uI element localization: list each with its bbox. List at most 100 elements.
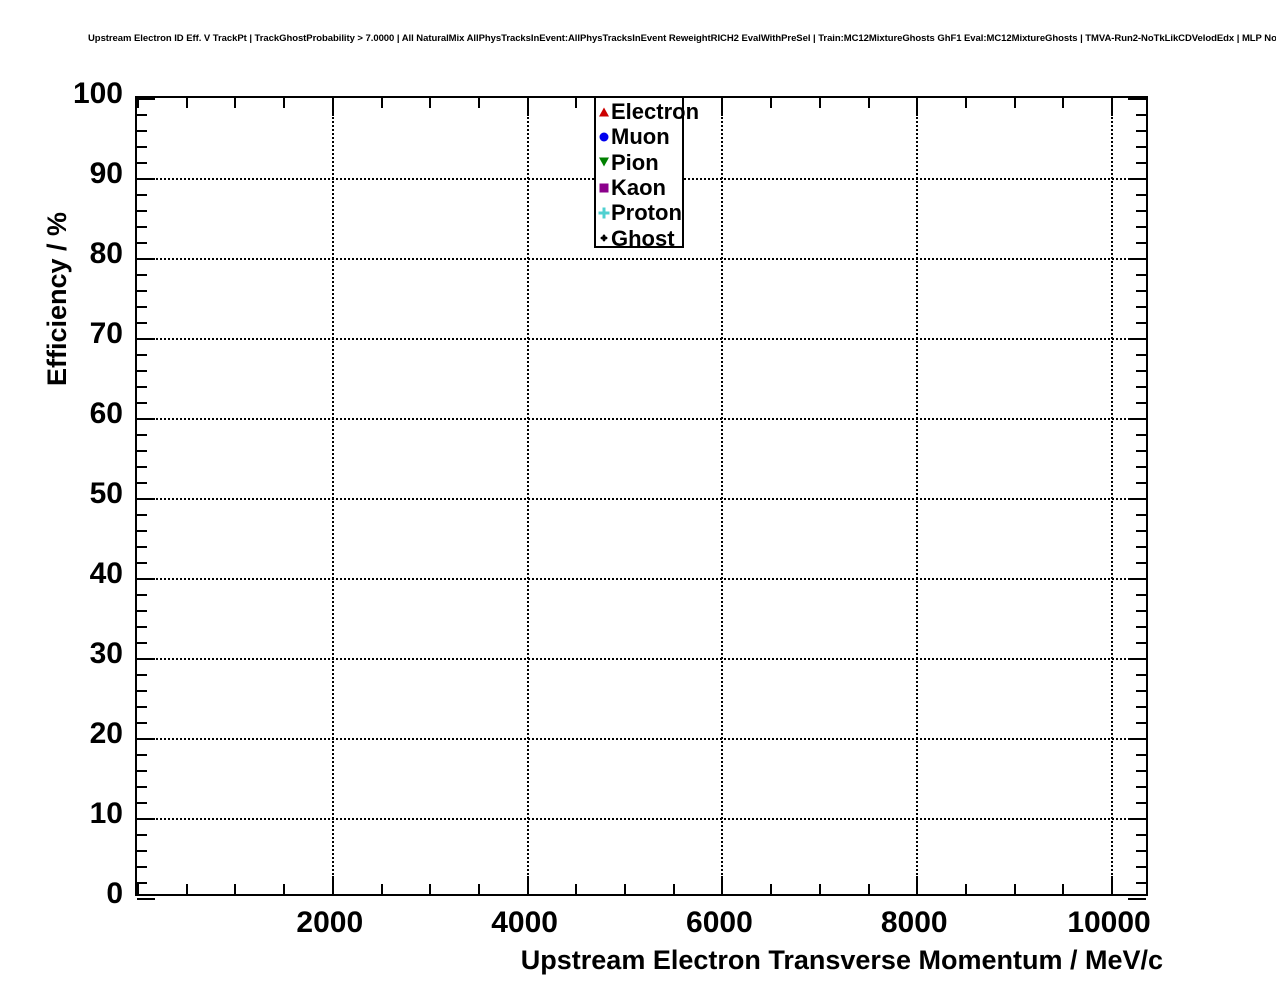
gridline-horizontal bbox=[137, 818, 1146, 820]
y-axis-tick bbox=[1128, 898, 1146, 900]
y-tick-label: 80 bbox=[89, 237, 123, 270]
x-tick-label: 4000 bbox=[491, 906, 558, 939]
x-axis-tick bbox=[721, 876, 724, 894]
y-axis-tick bbox=[1136, 210, 1146, 212]
y-axis-tick bbox=[1136, 370, 1146, 372]
x-axis-tick bbox=[1013, 884, 1016, 894]
y-axis-tick bbox=[1136, 706, 1146, 708]
x-axis-tick bbox=[867, 98, 870, 108]
y-axis-tick bbox=[137, 434, 147, 436]
y-axis-tick bbox=[1128, 658, 1146, 660]
x-axis-tick bbox=[964, 884, 967, 894]
legend[interactable]: Electron Muon Pion Kaon Proton Ghost bbox=[594, 96, 699, 251]
y-axis-tick bbox=[1136, 130, 1146, 132]
y-axis-tick bbox=[1128, 818, 1146, 820]
x-axis-tick bbox=[477, 884, 480, 894]
y-axis-tick bbox=[137, 482, 147, 484]
marker-glyph bbox=[598, 207, 610, 219]
y-axis-tick bbox=[1136, 482, 1146, 484]
legend-item-ghost[interactable]: Ghost bbox=[596, 226, 716, 251]
x-axis-tick bbox=[721, 98, 724, 116]
y-axis-tick bbox=[137, 226, 147, 228]
marker-glyph bbox=[599, 183, 609, 192]
y-axis-tick bbox=[137, 850, 147, 852]
y-axis-title-text: Efficiency / % bbox=[42, 211, 72, 386]
y-axis-tick bbox=[137, 546, 147, 548]
legend-item-pion[interactable]: Pion bbox=[596, 150, 716, 175]
x-axis-tick bbox=[380, 884, 383, 894]
y-axis-tick bbox=[1136, 610, 1146, 612]
y-axis-tick bbox=[1128, 578, 1146, 580]
y-axis-tick bbox=[137, 386, 147, 388]
y-tick-label: 100 bbox=[72, 77, 123, 110]
y-axis-tick bbox=[1136, 834, 1146, 836]
y-axis-tick bbox=[137, 626, 147, 628]
legend-item-electron[interactable]: Electron bbox=[596, 99, 716, 124]
triangle-up-marker-icon bbox=[596, 99, 612, 124]
y-axis-tick bbox=[1128, 258, 1146, 260]
y-axis-tick bbox=[137, 418, 155, 420]
y-axis-tick bbox=[1128, 178, 1146, 180]
x-axis-tick bbox=[429, 884, 432, 894]
y-axis-tick bbox=[137, 178, 155, 180]
y-axis-tick bbox=[137, 370, 147, 372]
y-axis-tick bbox=[1136, 802, 1146, 804]
gridline-vertical bbox=[721, 98, 724, 894]
y-axis-tick bbox=[1136, 514, 1146, 516]
x-axis-tick bbox=[526, 876, 529, 894]
y-axis-tick bbox=[137, 882, 147, 884]
gridline-vertical bbox=[331, 98, 334, 894]
y-axis-tick bbox=[137, 114, 147, 116]
x-axis-tick bbox=[818, 884, 821, 894]
y-axis-tick bbox=[137, 690, 147, 692]
x-axis-tick bbox=[477, 98, 480, 108]
y-axis-tick bbox=[137, 498, 155, 500]
x-axis-tick bbox=[185, 884, 188, 894]
y-tick-label: 0 bbox=[106, 877, 123, 910]
y-axis-tick bbox=[137, 674, 147, 676]
gridline-vertical bbox=[1111, 98, 1114, 894]
x-axis-title: Upstream Electron Transverse Momentum / … bbox=[520, 945, 1163, 975]
x-axis-tick bbox=[283, 884, 286, 894]
y-axis-tick bbox=[137, 802, 147, 804]
x-axis-tick bbox=[137, 98, 139, 108]
y-axis-tick bbox=[137, 594, 147, 596]
y-axis-tick bbox=[137, 898, 155, 900]
y-axis-tick bbox=[137, 530, 147, 532]
plot-title: Upstream Electron ID Eff. V TrackPt | Tr… bbox=[88, 33, 1276, 44]
marker-glyph bbox=[599, 132, 609, 142]
legend-item-proton[interactable]: Proton bbox=[596, 200, 716, 225]
y-axis-tick bbox=[1136, 690, 1146, 692]
y-axis-tick bbox=[137, 290, 147, 292]
y-axis-tick bbox=[137, 642, 147, 644]
y-axis-tick bbox=[137, 338, 155, 340]
y-axis-tick bbox=[1128, 98, 1146, 100]
y-tick-label: 30 bbox=[89, 637, 123, 670]
y-axis-tick bbox=[137, 242, 147, 244]
x-axis-tick bbox=[185, 98, 188, 108]
y-axis-tick bbox=[137, 818, 155, 820]
x-axis-tick bbox=[964, 98, 967, 108]
y-axis-tick bbox=[1136, 306, 1146, 308]
x-tick-label: 6000 bbox=[686, 906, 753, 939]
cross-marker-icon bbox=[596, 200, 612, 225]
y-axis-tick bbox=[137, 146, 147, 148]
y-axis-tick bbox=[137, 610, 147, 612]
y-tick-label: 60 bbox=[89, 397, 123, 430]
x-axis-tick bbox=[916, 876, 919, 894]
y-axis-tick bbox=[1136, 866, 1146, 868]
x-axis-tick bbox=[380, 98, 383, 108]
triangle-down-marker-icon bbox=[596, 150, 612, 175]
legend-item-kaon[interactable]: Kaon bbox=[596, 175, 716, 200]
y-axis-title: Efficiency / % bbox=[10, 96, 72, 456]
legend-item-label: Muon bbox=[611, 124, 670, 150]
legend-item-muon[interactable]: Muon bbox=[596, 124, 716, 149]
y-axis-tick bbox=[1136, 242, 1146, 244]
x-axis-tick bbox=[234, 884, 237, 894]
y-axis-tick bbox=[1136, 562, 1146, 564]
x-axis-tick bbox=[137, 884, 139, 894]
legend-item-label: Ghost bbox=[611, 225, 675, 251]
legend-item-label: Proton bbox=[611, 200, 682, 226]
y-axis-tick bbox=[137, 210, 147, 212]
